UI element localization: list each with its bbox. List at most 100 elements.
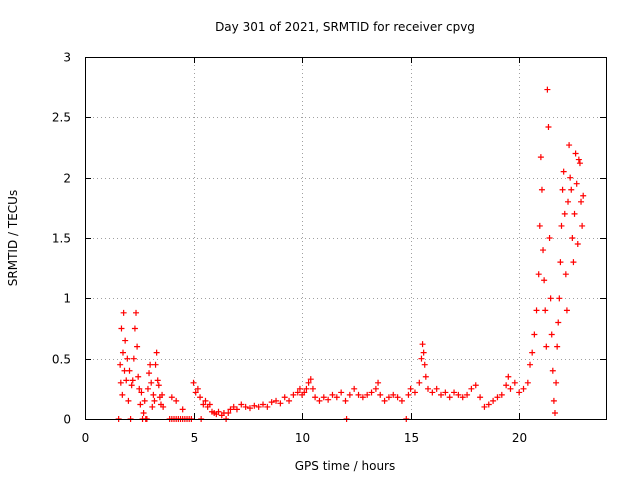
data-point bbox=[571, 210, 578, 217]
data-point bbox=[233, 406, 240, 413]
data-point bbox=[227, 406, 234, 413]
data-point bbox=[246, 405, 253, 412]
data-point bbox=[255, 403, 262, 410]
data-point bbox=[375, 379, 382, 386]
data-point bbox=[548, 331, 555, 338]
x-tick-label: 15 bbox=[404, 431, 419, 445]
data-point bbox=[576, 160, 583, 167]
data-point bbox=[320, 394, 327, 401]
data-point bbox=[533, 307, 540, 314]
data-point bbox=[135, 373, 142, 380]
data-point bbox=[541, 277, 548, 284]
data-point bbox=[390, 391, 397, 398]
data-point bbox=[420, 349, 427, 356]
data-point bbox=[146, 370, 153, 377]
data-point bbox=[372, 385, 379, 392]
data-point bbox=[296, 385, 303, 392]
data-point bbox=[419, 341, 426, 348]
data-point bbox=[544, 86, 551, 93]
data-point bbox=[168, 394, 175, 401]
data-point bbox=[153, 349, 160, 356]
data-point bbox=[535, 271, 542, 278]
data-point bbox=[281, 394, 288, 401]
y-tick-label: 1.5 bbox=[52, 232, 71, 246]
data-point bbox=[422, 373, 429, 380]
data-point bbox=[148, 379, 155, 386]
data-point bbox=[130, 355, 137, 362]
data-point bbox=[411, 389, 418, 396]
data-point bbox=[416, 379, 423, 386]
data-point bbox=[551, 409, 558, 416]
data-point bbox=[557, 259, 564, 266]
data-point bbox=[190, 379, 197, 386]
data-point bbox=[138, 389, 145, 396]
grid bbox=[85, 57, 606, 419]
data-point bbox=[307, 376, 314, 383]
data-point bbox=[122, 337, 129, 344]
data-point bbox=[520, 385, 527, 392]
data-point bbox=[268, 399, 275, 406]
data-point bbox=[455, 391, 462, 398]
y-tick-label: 0.5 bbox=[52, 353, 71, 367]
data-point bbox=[368, 389, 375, 396]
data-point bbox=[381, 397, 388, 404]
data-point bbox=[151, 397, 158, 404]
data-point bbox=[202, 397, 209, 404]
data-point bbox=[377, 391, 384, 398]
data-point bbox=[290, 391, 297, 398]
data-point bbox=[477, 394, 484, 401]
data-point bbox=[124, 355, 131, 362]
data-point bbox=[553, 379, 560, 386]
data-point bbox=[550, 397, 557, 404]
data-point bbox=[494, 394, 501, 401]
data-point bbox=[540, 247, 547, 254]
data-point bbox=[136, 385, 143, 392]
y-axis-label: SRMTID / TECUs bbox=[6, 190, 20, 286]
data-point bbox=[225, 409, 232, 416]
data-point bbox=[516, 389, 523, 396]
data-point bbox=[543, 343, 550, 350]
y-tick-label: 3 bbox=[63, 51, 71, 65]
data-point bbox=[128, 382, 135, 389]
data-point bbox=[507, 385, 514, 392]
data-point bbox=[206, 401, 213, 408]
data-point bbox=[238, 401, 245, 408]
data-point bbox=[549, 367, 556, 374]
data-point bbox=[303, 385, 310, 392]
data-point bbox=[545, 123, 552, 130]
data-point bbox=[572, 150, 579, 157]
data-point bbox=[152, 361, 159, 368]
data-point bbox=[524, 379, 531, 386]
x-tick-label: 20 bbox=[512, 431, 527, 445]
data-point bbox=[560, 168, 567, 175]
data-point bbox=[159, 391, 166, 398]
data-point bbox=[150, 391, 157, 398]
data-point bbox=[472, 382, 479, 389]
data-point bbox=[569, 235, 576, 241]
data-point bbox=[573, 180, 580, 187]
chart-title: Day 301 of 2021, SRMTID for receiver cpv… bbox=[215, 20, 475, 34]
data-point bbox=[542, 307, 549, 314]
data-point bbox=[364, 391, 371, 398]
data-point bbox=[464, 391, 471, 398]
data-point bbox=[192, 389, 199, 396]
data-point bbox=[359, 394, 366, 401]
y-tick-label: 2 bbox=[63, 172, 71, 186]
data-point bbox=[260, 401, 267, 408]
data-point bbox=[123, 377, 130, 384]
data-point bbox=[160, 403, 167, 410]
data-point bbox=[149, 403, 156, 410]
data-point bbox=[394, 394, 401, 401]
data-point bbox=[144, 385, 151, 392]
data-point bbox=[316, 397, 323, 404]
data-point bbox=[554, 343, 561, 350]
x-tick-label: 0 bbox=[82, 431, 90, 445]
data-point bbox=[566, 142, 573, 149]
data-point bbox=[197, 394, 204, 401]
data-point bbox=[527, 361, 534, 368]
data-point bbox=[277, 400, 284, 407]
data-point bbox=[429, 389, 436, 396]
data-point bbox=[563, 307, 570, 314]
data-point bbox=[342, 397, 349, 404]
data-point bbox=[468, 385, 475, 392]
